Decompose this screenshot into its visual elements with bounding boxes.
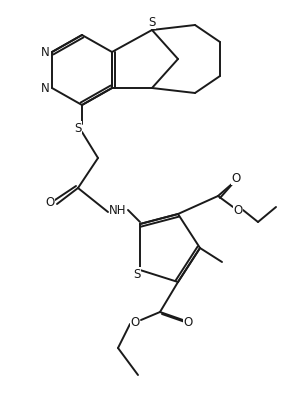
Text: O: O [231, 171, 241, 184]
Text: O: O [130, 316, 139, 329]
Text: N: N [41, 81, 49, 94]
Text: N: N [41, 46, 49, 59]
Text: O: O [233, 204, 243, 217]
Text: O: O [183, 316, 193, 329]
Text: S: S [148, 15, 156, 29]
Text: O: O [45, 195, 55, 209]
Text: NH: NH [109, 204, 127, 217]
Text: S: S [74, 121, 82, 134]
Text: S: S [133, 268, 141, 281]
